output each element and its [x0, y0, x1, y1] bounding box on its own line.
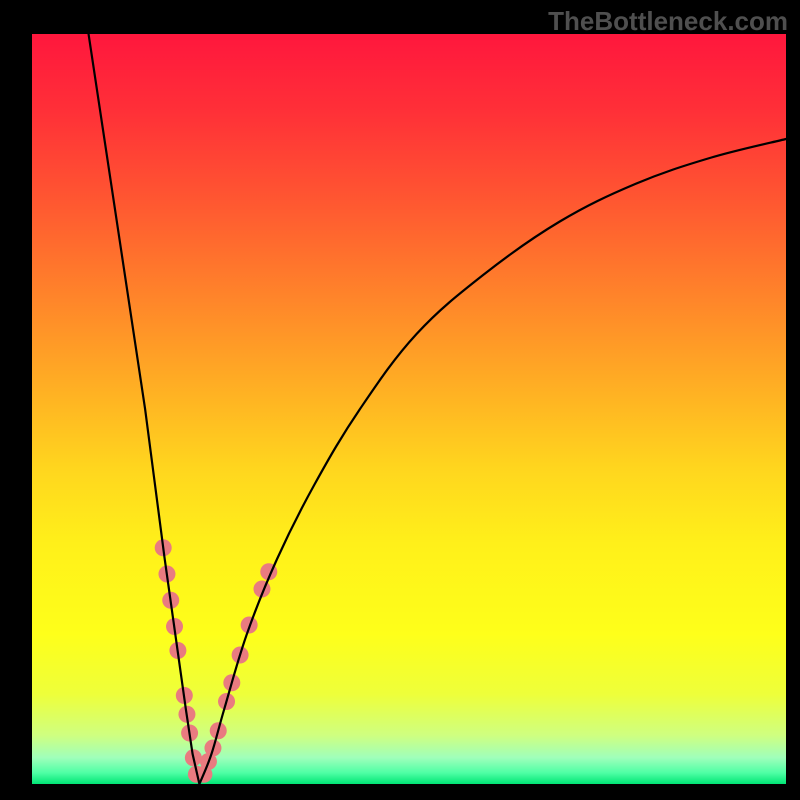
- curve-left: [89, 34, 200, 784]
- curve-right: [199, 139, 786, 784]
- watermark-text: TheBottleneck.com: [548, 6, 788, 37]
- curve-layer: [32, 34, 786, 784]
- plot-area: [32, 34, 786, 784]
- chart-frame: TheBottleneck.com: [0, 0, 800, 800]
- markers-group: [155, 539, 278, 783]
